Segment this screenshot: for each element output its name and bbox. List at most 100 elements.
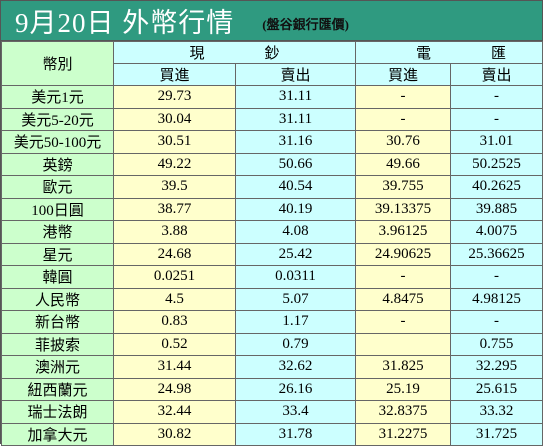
currency-cell: 新台幣 <box>1 310 114 334</box>
rate-cell: 29.73 <box>113 85 236 109</box>
rate-cell: 24.98 <box>113 377 236 401</box>
rate-cell: 32.295 <box>450 355 543 379</box>
rate-cell: 4.8475 <box>355 287 452 311</box>
rate-cell: - <box>355 85 452 109</box>
rate-cell: 39.755 <box>355 175 452 199</box>
currency-cell: 美元50-100元 <box>1 130 114 154</box>
table-row: 澳洲元 31.44 32.62 31.825 32.295 <box>1 355 543 379</box>
table-row: 英鎊 49.22 50.66 49.66 50.2525 <box>1 152 543 176</box>
rate-cell: 3.88 <box>113 220 236 244</box>
table-row: 港幣 3.88 4.08 3.96125 4.0075 <box>1 220 543 244</box>
rate-cell: 31.11 <box>234 107 357 131</box>
currency-cell: 港幣 <box>1 220 114 244</box>
rate-cell: 0.52 <box>113 332 236 356</box>
rate-cell: 40.19 <box>234 197 357 221</box>
rate-cell: 31.11 <box>234 85 357 109</box>
rate-cell: 0.0251 <box>113 265 236 289</box>
col-header: 買進 <box>113 63 236 86</box>
col-header: 電匯 <box>355 41 543 64</box>
rate-cell: - <box>450 265 543 289</box>
rate-cell: 39.5 <box>113 175 236 199</box>
table-row: 瑞士法朗 32.44 33.4 32.8375 33.32 <box>1 400 543 424</box>
currency-cell: 人民幣 <box>1 287 114 311</box>
rate-cell: 0.755 <box>450 332 543 356</box>
rate-cell: 49.66 <box>355 152 452 176</box>
rate-cell: 30.76 <box>355 130 452 154</box>
rate-cell: 4.5 <box>113 287 236 311</box>
table-row: 美元50-100元 30.51 31.16 30.76 31.01 <box>1 130 543 154</box>
col-header: 現鈔 <box>112 41 357 64</box>
col-header: 賣出 <box>450 63 543 86</box>
rate-cell: 31.2275 <box>355 422 452 446</box>
table-row: 美元5-20元 30.04 31.11- - <box>1 107 543 131</box>
table-row: 菲披索 0.52 0.79 0.755 <box>1 332 543 356</box>
rate-cell: 31.16 <box>234 130 357 154</box>
table-body: 美元1元 29.73 31.11- - 美元5-20元 30.04 31.11- - 美元50-… <box>1 85 543 446</box>
table-row: 韓圓 0.0251 0.0311- - <box>1 265 543 289</box>
rate-cell: - <box>450 85 543 109</box>
currency-cell: 加拿大元 <box>1 422 114 446</box>
table-row: 加拿大元 30.82 31.78 31.2275 31.725 <box>1 422 543 446</box>
rate-cell: - <box>450 107 543 131</box>
rate-cell: - <box>355 310 452 334</box>
currency-cell: 瑞士法朗 <box>1 400 114 424</box>
table-row: 紐西蘭元 24.98 26.16 25.19 25.615 <box>1 377 543 401</box>
rate-cell: - <box>450 310 543 334</box>
rate-cell: 40.54 <box>234 175 357 199</box>
rate-cell: 24.90625 <box>355 242 452 266</box>
currency-cell: 美元5-20元 <box>1 107 114 131</box>
currency-cell: 韓圓 <box>1 265 114 289</box>
currency-cell: 歐元 <box>1 175 114 199</box>
rate-cell: 0.0311 <box>234 265 357 289</box>
currency-cell: 英鎊 <box>1 152 114 176</box>
rate-cell: 3.96125 <box>355 220 452 244</box>
currency-cell: 100日圓 <box>1 197 114 221</box>
rate-cell <box>355 332 452 356</box>
rate-cell: 31.44 <box>113 355 236 379</box>
rate-table: 幣別 現鈔 電匯 買進 賣出 買進 賣出 美元1元29.7331.11--美元5… <box>1 41 543 446</box>
title-bar: 9月20日 外幣行情 (盤谷銀行匯價) <box>1 1 542 41</box>
rate-cell: 30.51 <box>113 130 236 154</box>
rate-cell: 0.79 <box>234 332 357 356</box>
rate-cell: 25.19 <box>355 377 452 401</box>
currency-cell: 星元 <box>1 242 114 266</box>
rate-cell: 1.17 <box>234 310 357 334</box>
rate-cell: 30.04 <box>113 107 236 131</box>
table-row: 星元 24.68 25.42 24.90625 25.36625 <box>1 242 543 266</box>
rate-cell: - <box>355 107 452 131</box>
currency-cell: 美元1元 <box>1 85 114 109</box>
rate-cell: 39.13375 <box>355 197 452 221</box>
rate-cell: 38.77 <box>113 197 236 221</box>
rate-cell: 26.16 <box>234 377 357 401</box>
table-row: 100日圓 38.77 40.19 39.13375 39.885 <box>1 197 543 221</box>
currency-cell: 澳洲元 <box>1 355 114 379</box>
table-row: 人民幣 4.5 5.07 4.8475 4.98125 <box>1 287 543 311</box>
table-row: 新台幣 0.83 1.17- - <box>1 310 543 334</box>
rate-cell: 32.62 <box>234 355 357 379</box>
rate-cell: 4.98125 <box>450 287 543 311</box>
col-header: 賣出 <box>234 63 357 86</box>
rate-cell: 25.36625 <box>450 242 543 266</box>
rate-cell: 33.4 <box>234 400 357 424</box>
table-row: 歐元 39.5 40.54 39.755 40.2625 <box>1 175 543 199</box>
rate-cell: 32.8375 <box>355 400 452 424</box>
rate-cell: 31.01 <box>450 130 543 154</box>
currency-cell: 紐西蘭元 <box>1 377 114 401</box>
rate-cell: 5.07 <box>234 287 357 311</box>
rate-cell: 32.44 <box>113 400 236 424</box>
rate-cell: 40.2625 <box>450 175 543 199</box>
col-header: 幣別 <box>1 41 114 86</box>
col-header: 買進 <box>355 63 452 86</box>
rate-cell: 31.78 <box>234 422 357 446</box>
rate-cell: 30.82 <box>113 422 236 446</box>
rate-cell: 0.83 <box>113 310 236 334</box>
rate-cell: 50.66 <box>234 152 357 176</box>
rate-cell: 4.08 <box>234 220 357 244</box>
table-row: 美元1元 29.73 31.11- - <box>1 85 543 109</box>
source: (盤谷銀行匯價) <box>262 17 349 32</box>
rate-cell: 24.68 <box>113 242 236 266</box>
title: 9月20日 外幣行情 <box>15 8 235 38</box>
rate-cell: 49.22 <box>113 152 236 176</box>
rate-cell: - <box>355 265 452 289</box>
